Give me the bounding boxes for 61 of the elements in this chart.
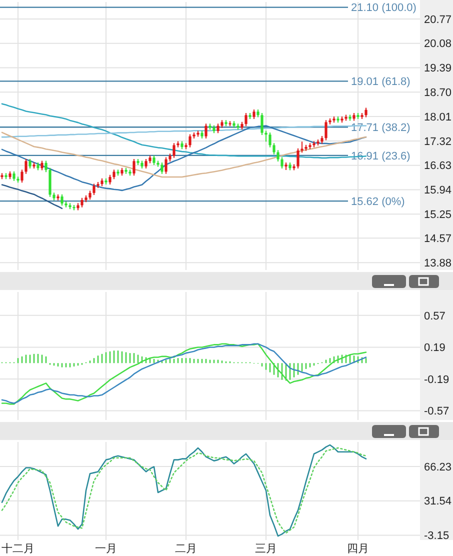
x-tick-label: 三月 [255,543,277,555]
candlestick [172,142,176,158]
y-tick-label: 17.32 [424,136,452,148]
x-tick-label: 二月 [175,543,197,555]
candlestick [280,156,284,170]
candlestick [80,197,84,208]
candlestick [60,194,64,206]
y-tick-label: 20.77 [424,14,452,26]
y-tick-label: 18.70 [424,87,452,100]
candlestick [188,134,192,148]
ref-line-label: 17.71 (38.2) [351,122,410,134]
candlestick [216,123,220,134]
candlestick [244,112,248,127]
candlestick [296,148,300,170]
candlestick [264,130,268,142]
y-tick-label: 13.88 [424,257,452,270]
x-tick-label: 四月 [347,543,369,555]
candlestick [160,162,164,174]
candlestick [324,120,328,141]
candlestick [28,158,32,170]
y-tick-label: 31.54 [424,496,452,508]
ref-line-label: 21.10 (100.0) [351,2,416,14]
candlestick [112,169,116,180]
candlestick [12,170,16,182]
candlestick [272,142,276,155]
y-tick-label: 15.25 [424,208,452,221]
candlestick [152,154,156,166]
y-tick-label: 19.39 [424,62,452,75]
x-tick-label: 一月 [95,543,117,555]
y-tick-label: 15.94 [424,184,452,197]
line-series [1,184,63,210]
candlestick [144,158,148,170]
y-tick-label: 14.57 [424,233,452,246]
candlestick [44,160,48,173]
candlestick [260,112,264,136]
ref-line-label: 15.62 (0%) [351,196,405,208]
candlestick [204,123,208,139]
candlestick [40,160,44,171]
candlestick [252,108,256,120]
candlestick [108,174,112,185]
y-tick-label: 18.01 [424,111,452,124]
candlestick [20,169,24,184]
candlestick [24,158,28,174]
y-tick-label: -3.15 [424,530,450,542]
y-tick-label: -0.19 [424,374,450,386]
y-tick-label: 0.57 [424,310,446,322]
candlestick [132,158,136,176]
candlestick [300,141,304,154]
ref-line-label: 19.01 (61.8) [351,76,410,88]
candlestick [276,150,280,162]
y-tick-label: 66.23 [424,461,452,474]
x-tick-label: 十二月 [2,542,34,555]
y-tick-label: 16.63 [424,160,452,172]
candlestick [364,107,368,118]
candlestick [92,183,96,196]
ref-line-label: 16.91 (23.6) [351,150,410,162]
candlestick [164,156,168,174]
y-tick-label: 0.19 [424,342,446,354]
candlestick [268,132,272,148]
y-tick-label: -0.57 [424,406,450,418]
y-tick-label: 20.08 [424,38,452,50]
